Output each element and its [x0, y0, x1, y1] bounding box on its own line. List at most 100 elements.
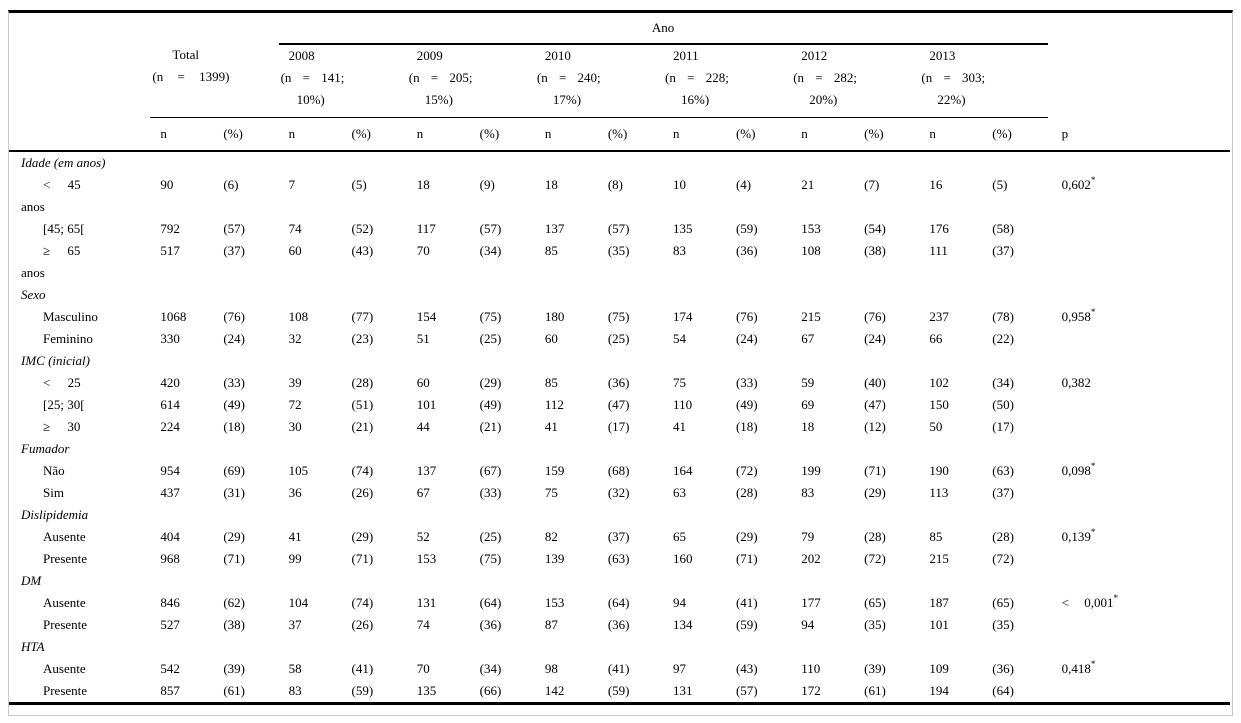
cell-pct: (4) [735, 177, 752, 192]
cell-n: 21 [801, 177, 815, 192]
cell-n: 54 [673, 331, 687, 346]
cell-n: 18 [801, 419, 815, 434]
cell-n: 58 [288, 661, 302, 676]
cell-pct: (24) [223, 331, 246, 346]
cell-p-value [1048, 482, 1230, 504]
cell-n: 72 [288, 397, 302, 412]
cell-pct: (75) [479, 309, 502, 324]
cell-pct: (35) [864, 617, 886, 632]
cell-pct: (57) [223, 221, 246, 236]
sub-header-n: n [406, 117, 480, 152]
cell-pct: (57) [735, 683, 758, 698]
cell-n: 94 [801, 617, 815, 632]
cell-pct: (21) [479, 419, 502, 434]
sub-header-row: n (%) n (%) n (%) n (%) n (%) n (%) n (%) p [9, 117, 1230, 152]
cell-pct: (57) [479, 221, 502, 236]
row-label: DM [21, 573, 42, 588]
cell-pct: (71) [864, 463, 886, 478]
cell-n: 104 [288, 595, 309, 610]
group-count: (n = 282; [793, 70, 857, 85]
cell-pct: (24) [735, 331, 758, 346]
sub-header-n: n [919, 117, 993, 152]
p-column-spacer [1048, 13, 1230, 44]
p-value-asterisk: * [1090, 175, 1096, 185]
section-row: DM [9, 570, 1230, 592]
cell-pct: (29) [351, 529, 374, 544]
cell-n: 420 [160, 375, 180, 390]
cell-pct: (31) [223, 485, 246, 500]
cell-n: 7 [288, 177, 296, 192]
cell-n: 846 [160, 595, 180, 610]
row-label-text: Ausente [43, 529, 86, 544]
cell-pct: (33) [223, 375, 246, 390]
table-row: ≥ 65 anos 517 (37) 60 (43) 70 (34) 85 (35) 83 (36) 1… [9, 240, 1230, 284]
cell-pct: (71) [735, 551, 758, 566]
cell-n: 199 [801, 463, 821, 478]
cell-n: 85 [544, 375, 558, 390]
cell-n: 108 [801, 243, 821, 258]
cell-pct: (76) [223, 309, 246, 324]
cell-n: 404 [160, 529, 180, 544]
group-count: (n = 228; [665, 70, 729, 85]
cell-n: 85 [544, 243, 558, 258]
section-row: Fumador [9, 438, 1230, 460]
row-label-text: ≥ 30 [43, 419, 81, 434]
cell-pct: (33) [735, 375, 758, 390]
row-label-wrap: anos [21, 199, 45, 214]
cell-pct: (63) [992, 463, 1014, 478]
cell-n: 18 [416, 177, 430, 192]
row-label-text: Masculino [43, 309, 98, 324]
group-percent: 22%) [937, 92, 966, 107]
cell-n: 160 [673, 551, 693, 566]
cell-pct: (57) [607, 221, 630, 236]
cell-n: 111 [929, 243, 948, 258]
row-label: IMC (inicial) [21, 353, 90, 368]
cell-p-value: 0,098* [1048, 460, 1230, 482]
cell-pct: (75) [479, 551, 502, 566]
cell-pct: (22) [992, 331, 1014, 346]
cell-n: 98 [544, 661, 558, 676]
cell-n: 177 [801, 595, 821, 610]
cell-p-value: < 0,001* [1048, 592, 1230, 614]
sub-header-pct: (%) [735, 117, 792, 152]
cell-n: 109 [929, 661, 949, 676]
cell-n: 112 [544, 397, 564, 412]
group-header-row: Total (n = 1399) 2008 (n = 141; 10%) 2009 (n =… [9, 44, 1230, 118]
p-column-spacer [1048, 44, 1230, 118]
cell-pct: (64) [479, 595, 502, 610]
row-label-text: Ausente [43, 661, 86, 676]
year-group-header-2008: 2008 (n = 141; 10%) [278, 44, 407, 118]
cell-pct: (50) [992, 397, 1014, 412]
cell-n: 67 [801, 331, 815, 346]
year-group-header-2012: 2012 (n = 282; 20%) [791, 44, 920, 118]
cell-n: 37 [288, 617, 302, 632]
cell-n: 224 [160, 419, 180, 434]
row-label: ≥ 30 [9, 416, 150, 438]
row-label-text: < 25 [43, 375, 81, 390]
cell-p-value: 0,139* [1048, 526, 1230, 548]
section-row: HTA [9, 636, 1230, 658]
cell-n: 83 [673, 243, 687, 258]
cell-p-value [1048, 394, 1230, 416]
cell-n: 176 [929, 221, 949, 236]
row-label-text: Feminino [43, 331, 93, 346]
p-value-asterisk: * [1090, 461, 1096, 471]
cell-pct: (49) [479, 397, 502, 412]
cell-n: 137 [416, 463, 437, 478]
row-label: Masculino [9, 306, 150, 328]
cell-n: 75 [673, 375, 687, 390]
table-row: Presente 968 (71) 99 (71) 153 (75) 139 (63) 160 (7… [9, 548, 1230, 570]
cell-n: 110 [801, 661, 821, 676]
cell-pct: (32) [607, 485, 630, 500]
cell-pct: (36) [479, 617, 502, 632]
cell-p-value [1048, 416, 1230, 438]
cell-n: 90 [160, 177, 174, 192]
cell-pct: (41) [607, 661, 630, 676]
ano-header: Ano [278, 13, 1048, 45]
cell-n: 517 [160, 243, 180, 258]
p-value-text: 0,602 [1061, 177, 1091, 192]
cell-pct: (29) [223, 529, 246, 544]
ano-span-row: Ano [9, 13, 1230, 45]
cell-pct: (36) [607, 617, 630, 632]
section-row: Sexo [9, 284, 1230, 306]
